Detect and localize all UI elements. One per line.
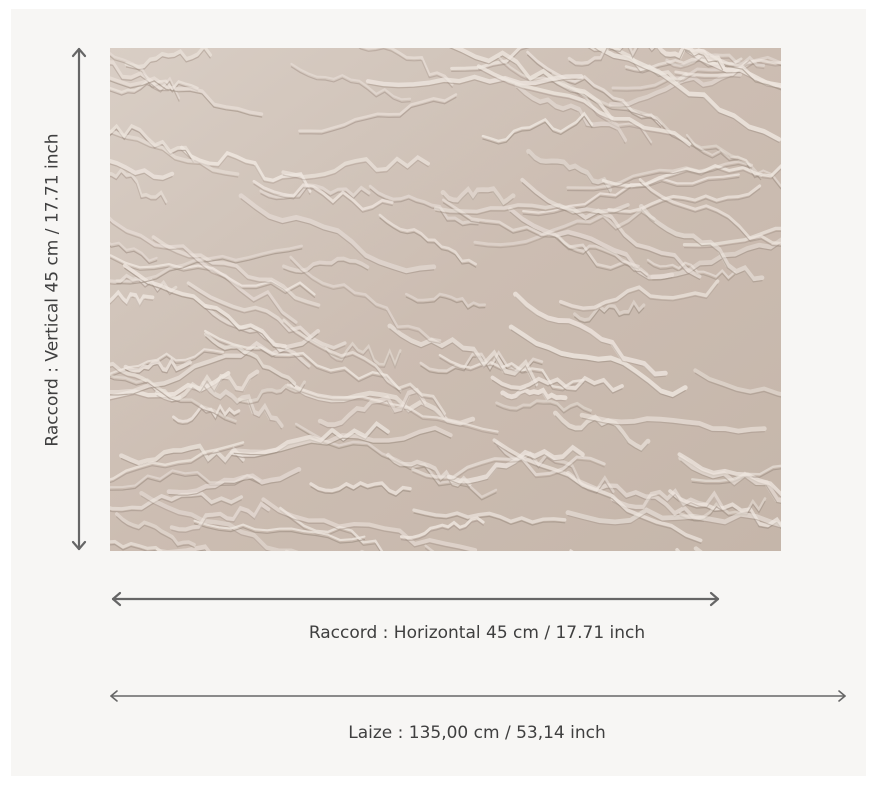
horizontal-repeat-label: Raccord : Horizontal 45 cm / 17.71 inch xyxy=(308,623,646,643)
horizontal-repeat-arrow xyxy=(111,591,720,607)
laize-width-label: Laize : 135,00 cm / 53,14 inch xyxy=(348,723,606,743)
vertical-dimension-arrow xyxy=(71,47,87,551)
vertical-repeat-label: Raccord : Vertical 45 cm / 17.71 inch xyxy=(42,133,63,447)
fabric-swatch-image xyxy=(110,48,781,551)
laize-width-arrow xyxy=(110,690,846,702)
